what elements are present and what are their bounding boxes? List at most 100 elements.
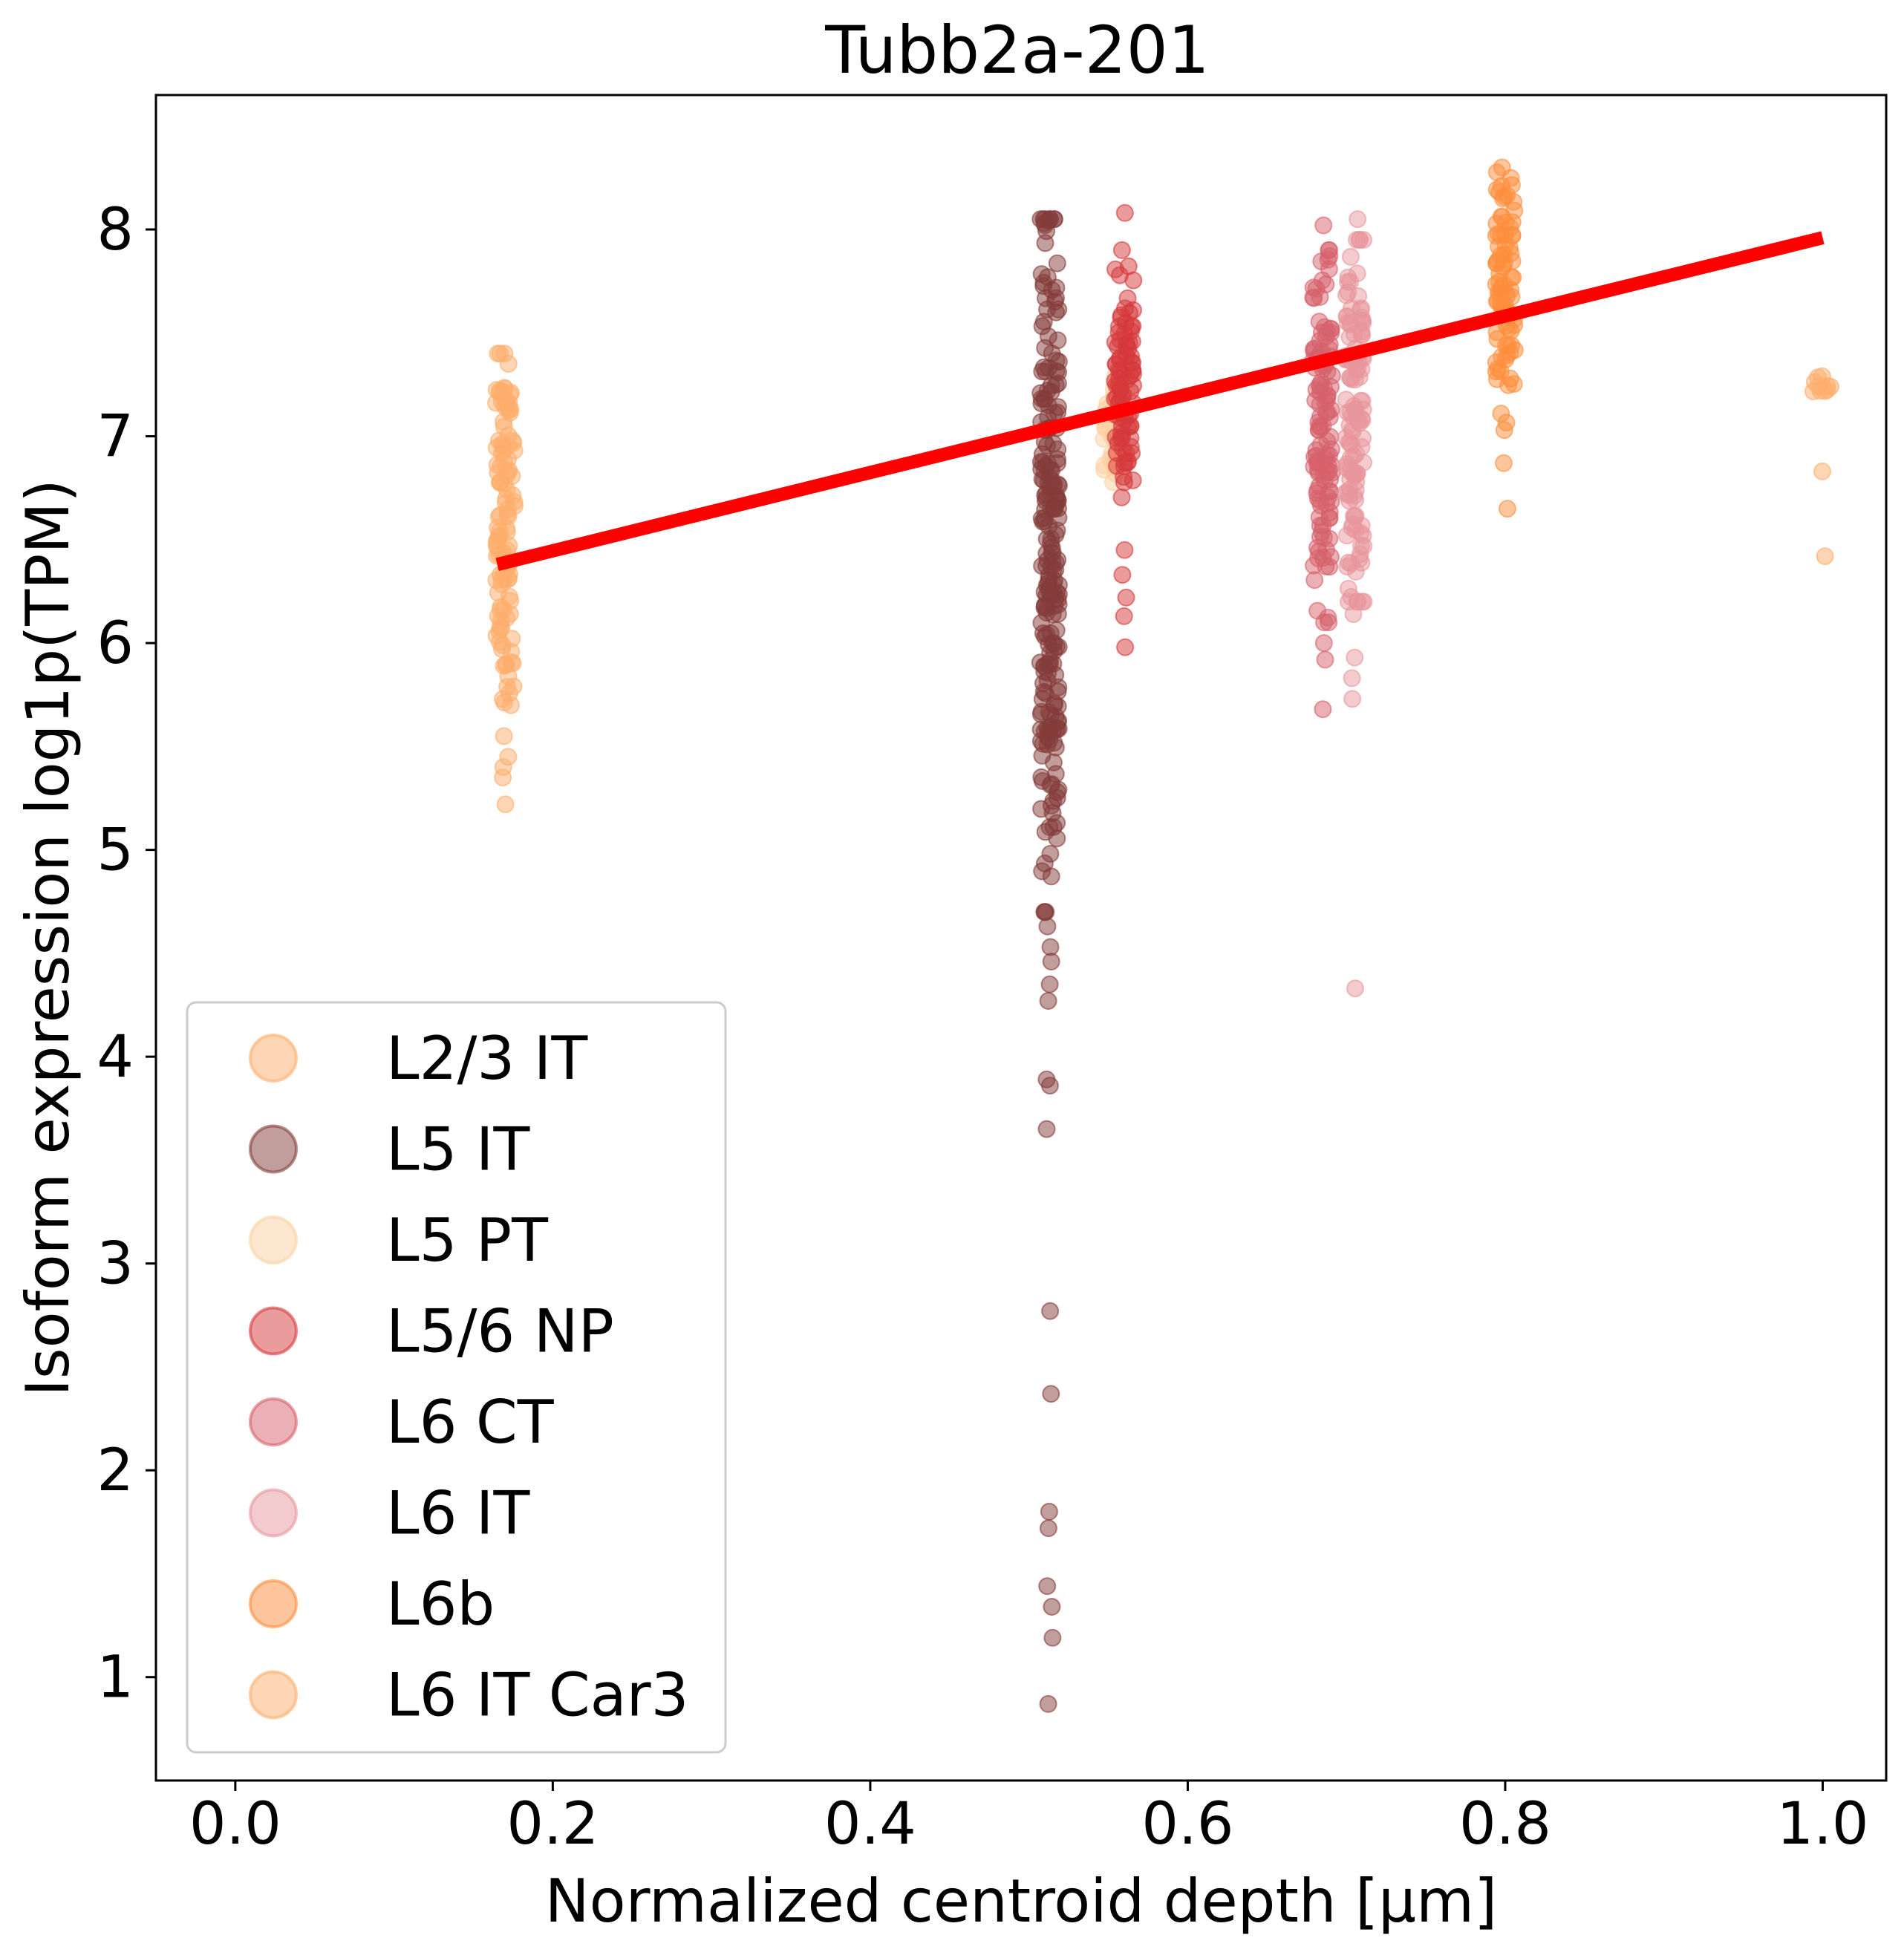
series-7 <box>1804 367 1840 566</box>
data-point <box>1311 377 1330 396</box>
data-point <box>1033 317 1052 336</box>
data-point <box>1337 526 1356 545</box>
legend-marker <box>249 1034 298 1083</box>
legend-label: L5 IT <box>386 1115 530 1184</box>
data-point <box>1039 992 1057 1010</box>
data-point <box>1354 454 1373 471</box>
data-point <box>1047 351 1066 370</box>
data-point <box>1340 328 1359 347</box>
data-point <box>1032 265 1051 284</box>
data-point <box>1032 768 1051 786</box>
data-point <box>1049 450 1066 469</box>
data-point <box>1310 508 1328 526</box>
legend-label: L6 CT <box>386 1388 555 1457</box>
legend-items: L2/3 IT L5 IT L5 PT L5/6 NP L6 CT L6 IT L6b L6 … <box>249 1024 688 1730</box>
data-point <box>1117 588 1135 607</box>
y-tick-label: 8 <box>97 197 134 264</box>
data-point <box>1314 634 1333 653</box>
data-point <box>1049 509 1068 527</box>
y-tick-label: 6 <box>97 610 134 677</box>
data-point <box>1341 247 1360 266</box>
data-point <box>1047 638 1066 656</box>
data-point <box>1116 638 1135 656</box>
plot-frame <box>154 94 1888 1782</box>
trend-layer <box>495 231 1825 571</box>
data-point <box>1039 1694 1057 1713</box>
data-point <box>494 690 512 708</box>
data-point <box>1115 607 1133 625</box>
data-point <box>1037 1120 1056 1138</box>
data-point <box>492 457 510 476</box>
data-point <box>1339 272 1357 291</box>
data-point <box>1121 366 1139 385</box>
x-tick-label: 0.2 <box>506 1791 599 1858</box>
data-point <box>1305 571 1324 590</box>
y-tick-label: 5 <box>97 817 134 884</box>
data-point <box>1346 979 1364 998</box>
data-point <box>1503 252 1522 270</box>
data-point <box>1038 917 1057 936</box>
data-point <box>1121 437 1140 456</box>
y-tick-label: 2 <box>97 1437 134 1504</box>
data-point <box>1041 938 1060 956</box>
data-point <box>1044 753 1063 771</box>
data-point <box>1320 241 1338 259</box>
legend-label: L5/6 NP <box>386 1297 614 1366</box>
data-point <box>1490 264 1509 283</box>
data-point <box>1349 411 1368 430</box>
data-point <box>1314 216 1333 235</box>
data-point <box>1040 477 1059 496</box>
data-point <box>493 437 512 455</box>
data-point <box>493 636 512 655</box>
data-point <box>1043 1598 1061 1616</box>
legend-label: L5 PT <box>386 1206 549 1275</box>
data-point <box>1034 734 1052 753</box>
data-point <box>1495 421 1513 440</box>
x-tick-label: 0.0 <box>189 1791 281 1858</box>
data-point <box>1036 234 1054 252</box>
data-point <box>499 355 518 373</box>
data-point <box>1048 783 1066 801</box>
x-tick-label: 0.4 <box>824 1791 916 1858</box>
data-point <box>1346 648 1364 667</box>
data-point <box>1038 1577 1057 1596</box>
data-point <box>1036 823 1054 841</box>
y-tick-label: 1 <box>97 1645 134 1711</box>
legend-marker <box>249 1670 298 1720</box>
data-point <box>1049 713 1067 731</box>
chart-title: Tubb2a-201 <box>824 12 1210 88</box>
legend: L2/3 IT L5 IT L5 PT L5/6 NP L6 CT L6 IT L6b L6 … <box>186 1001 727 1754</box>
y-tick-label: 7 <box>97 404 134 471</box>
data-point <box>1043 544 1062 562</box>
data-point <box>1049 398 1067 417</box>
data-point <box>1048 254 1066 272</box>
data-point <box>1338 558 1357 576</box>
data-point <box>1119 257 1138 275</box>
data-point <box>1811 382 1830 400</box>
legend-marker <box>249 1397 298 1446</box>
data-point <box>1035 854 1054 872</box>
y-tick-label: 4 <box>97 1024 134 1091</box>
data-point <box>1349 210 1367 229</box>
data-point <box>1031 705 1050 723</box>
data-point <box>1113 566 1132 584</box>
data-point <box>1499 376 1518 394</box>
data-point <box>1040 210 1059 229</box>
legend-marker <box>249 1488 298 1538</box>
data-point <box>1032 390 1051 408</box>
legend-marker <box>249 1124 298 1174</box>
data-point <box>495 727 513 745</box>
data-point <box>1498 500 1516 518</box>
data-point <box>1816 547 1834 566</box>
data-point <box>1040 1502 1058 1521</box>
y-axis-label: Isoform expression log1p(TPM) <box>13 479 82 1396</box>
data-point <box>1112 488 1131 506</box>
data-point <box>1040 975 1059 993</box>
data-point <box>1497 336 1515 355</box>
data-point <box>1304 288 1323 307</box>
data-point <box>1318 323 1336 342</box>
data-point <box>1115 541 1134 559</box>
data-point <box>498 500 517 518</box>
legend-marker <box>249 1579 298 1628</box>
